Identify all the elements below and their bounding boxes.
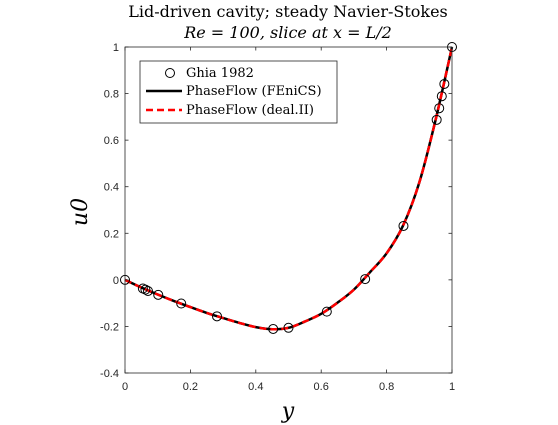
series-line-dealii: [124, 46, 454, 331]
y-tick-label: -0.4: [100, 368, 119, 380]
y-tick-label: 0.8: [104, 89, 119, 101]
legend-marker-ghia: [165, 68, 175, 78]
ghia-data-point: [434, 103, 445, 114]
ghia-data-point: [153, 289, 164, 300]
x-tick-label: 0.6: [314, 381, 329, 393]
y-tick-label: 0.6: [104, 135, 119, 147]
axes-box: [124, 46, 453, 374]
chart-title-line-2: Re = 100, slice at x = L/2: [183, 23, 392, 42]
chart-title: Lid-driven cavity; steady Navier-Stokes …: [128, 2, 448, 42]
ghia-data-point: [176, 298, 187, 309]
ghia-data-point: [321, 306, 332, 317]
legend-label-dealii: PhaseFlow (deal.II): [186, 103, 314, 118]
ghia-data-point: [436, 91, 447, 102]
chart-title-line-1: Lid-driven cavity; steady Navier-Stokes: [128, 2, 448, 21]
x-tick-label: 0.2: [183, 381, 198, 393]
y-axis-label: u0: [68, 198, 93, 226]
y-tick-label: -0.2: [100, 321, 119, 333]
ghia-data-point: [398, 220, 409, 231]
ghia-data-point: [431, 114, 442, 125]
ghia-data-point: [360, 274, 371, 285]
ghia-data-point: [283, 322, 294, 333]
x-tick-label: 0: [122, 381, 128, 393]
legend-label-fenics: PhaseFlow (FEniCS): [186, 84, 322, 99]
ghia-data-point: [439, 78, 450, 89]
ghia-data-point: [142, 285, 153, 296]
ghia-data-point: [211, 311, 222, 322]
legend-label-ghia: Ghia 1982: [186, 66, 254, 81]
legend: Ghia 1982 PhaseFlow (FEniCS) PhaseFlow (…: [139, 60, 338, 124]
x-tick-label: 1: [449, 381, 455, 393]
ghia-data-point: [268, 323, 279, 334]
y-tick-label: 0.2: [104, 228, 119, 240]
x-tick-label: 0.8: [379, 381, 394, 393]
ghia-data-point: [140, 284, 151, 295]
y-tick-label: 1: [113, 42, 119, 54]
y-tick-label: 0.4: [104, 182, 119, 194]
x-axis-label: y: [281, 399, 295, 424]
y-tick-label: 0: [113, 275, 119, 287]
x-tick-label: 0.4: [248, 381, 263, 393]
